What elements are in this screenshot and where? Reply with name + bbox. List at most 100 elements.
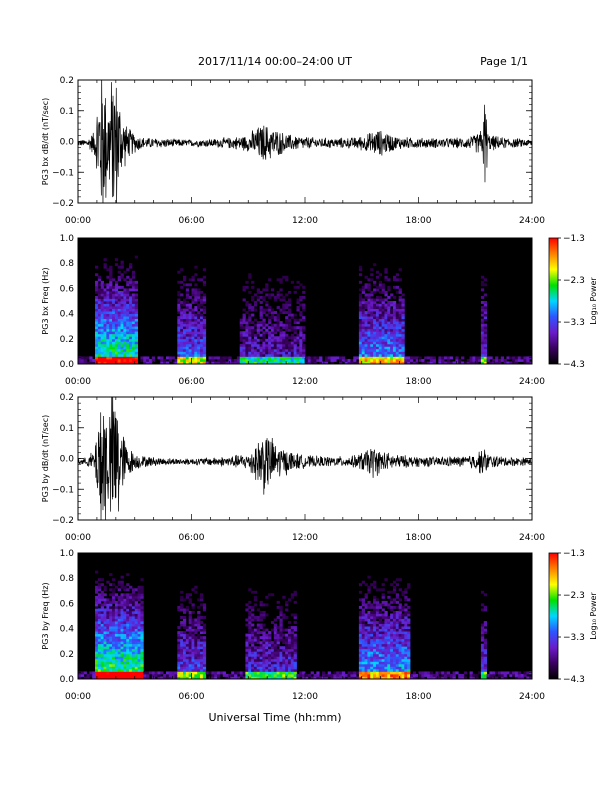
- spectrogram-cell: [268, 593, 272, 597]
- spectrogram-cell: [202, 268, 207, 272]
- spectrogram-cell: [262, 613, 266, 617]
- spectrogram-cell: [344, 673, 348, 677]
- spectrogram-cell: [112, 651, 116, 655]
- spectrogram-cell: [270, 348, 275, 352]
- spectrogram-cell: [114, 638, 119, 642]
- spectrogram-cell: [109, 278, 113, 282]
- spectrogram-cell: [103, 631, 107, 635]
- spectrogram-cell: [259, 666, 263, 670]
- spectrogram-cell: [299, 318, 303, 322]
- spectrogram-cell: [361, 656, 365, 660]
- spectrogram-cell: [126, 318, 130, 322]
- spectrogram-cell: [483, 651, 487, 655]
- spectrogram-cell: [117, 348, 121, 352]
- spectrogram-cell: [296, 321, 300, 325]
- spectrogram-cell: [273, 618, 278, 622]
- spectrogram-cell: [95, 343, 99, 347]
- spectrogram-cell: [398, 356, 402, 360]
- spectrogram-cell: [123, 346, 127, 350]
- spectrogram-cell: [387, 348, 391, 352]
- spectrogram-cell: [194, 341, 198, 345]
- x-tick-label: 12:00: [292, 533, 318, 543]
- spectrogram-cell: [302, 328, 306, 332]
- spectrogram-cell: [202, 608, 207, 612]
- spectrogram-cell: [239, 323, 243, 327]
- spectrogram-cell: [279, 618, 283, 622]
- spectrogram-cell: [361, 633, 365, 637]
- spectrogram-cell: [106, 658, 110, 662]
- spectrogram-cell: [370, 613, 374, 617]
- spectrogram-cell: [398, 343, 402, 347]
- spectrogram-cell: [378, 623, 383, 627]
- spectrogram-cell: [140, 590, 144, 594]
- spectrogram-cell: [265, 603, 269, 607]
- spectrogram-cell: [180, 676, 184, 680]
- spectrogram-cell: [375, 643, 380, 647]
- spectrogram-cell: [526, 361, 530, 365]
- spectrogram-cell: [367, 316, 371, 320]
- spectrogram-cell: [129, 658, 133, 662]
- spectrogram-cell: [285, 616, 289, 619]
- spectrogram-cell: [95, 328, 99, 332]
- spectrogram-cell: [92, 671, 96, 675]
- spectrogram-cell: [182, 653, 187, 657]
- spectrogram-cell: [120, 313, 124, 317]
- spectrogram-cell: [279, 658, 283, 662]
- spectrogram-cell: [398, 663, 402, 667]
- spectrogram-cell: [200, 631, 204, 635]
- spectrogram-cell: [446, 356, 451, 360]
- spectrogram-cell: [421, 361, 425, 365]
- spectrogram-cell: [378, 643, 383, 647]
- spectrogram-cell: [140, 588, 144, 592]
- spectrogram-cell: [378, 326, 383, 330]
- spectrogram-cell: [129, 263, 133, 267]
- spectrogram-cell: [330, 356, 334, 360]
- spectrogram-cell: [106, 323, 110, 327]
- spectrogram-cell: [248, 633, 252, 637]
- spectrogram-cell: [134, 656, 138, 660]
- spectrogram-cell: [114, 358, 119, 362]
- spectrogram-cell: [251, 313, 255, 317]
- spectrogram-cell: [381, 673, 385, 677]
- spectrogram-cell: [268, 663, 272, 667]
- spectrogram-cell: [103, 323, 107, 327]
- spectrogram-cell: [109, 353, 113, 357]
- spectrogram-cell: [245, 311, 249, 314]
- spectrogram-cell: [282, 613, 286, 617]
- spectrogram-cell: [378, 341, 383, 345]
- spectrogram-cell: [248, 653, 252, 657]
- spectrogram-cell: [398, 588, 402, 592]
- spectrogram-cell: [293, 676, 297, 680]
- spectrogram-cell: [242, 326, 246, 330]
- spectrogram-cell: [140, 633, 144, 637]
- spectrogram-cell: [373, 331, 377, 335]
- spectrogram-cell: [103, 311, 107, 314]
- spectrogram-cell: [120, 290, 124, 294]
- spectrogram-cell: [182, 636, 187, 640]
- spectrogram-cell: [134, 621, 138, 624]
- spectrogram-cell: [370, 290, 374, 294]
- spectrogram-cell: [398, 346, 402, 350]
- spectrogram-cell: [191, 668, 195, 672]
- spectrogram-cell: [370, 343, 374, 347]
- spectrogram-cell: [200, 321, 204, 325]
- spectrogram-cell: [140, 585, 144, 589]
- spectrogram-cell: [117, 265, 121, 269]
- spectrogram-cell: [109, 343, 113, 347]
- spectrogram-cell: [373, 341, 377, 345]
- spectrogram-cell: [180, 316, 184, 320]
- spectrogram-cell: [126, 605, 130, 609]
- spectrogram-cell: [282, 326, 286, 330]
- spectrogram-cell: [103, 666, 107, 670]
- spectrogram-cell: [375, 638, 380, 642]
- spectrogram-cell: [367, 306, 371, 309]
- spectrogram-cell: [446, 671, 451, 675]
- spectrogram-cell: [248, 663, 252, 667]
- spectrogram-cell: [384, 290, 388, 294]
- spectrogram-cell: [285, 278, 289, 282]
- spectrogram-cell: [180, 646, 184, 650]
- spectrogram-cell: [95, 631, 99, 635]
- spectrogram-cell: [375, 321, 380, 325]
- spectrogram-cell: [180, 336, 184, 340]
- spectrogram-cell: [358, 626, 363, 629]
